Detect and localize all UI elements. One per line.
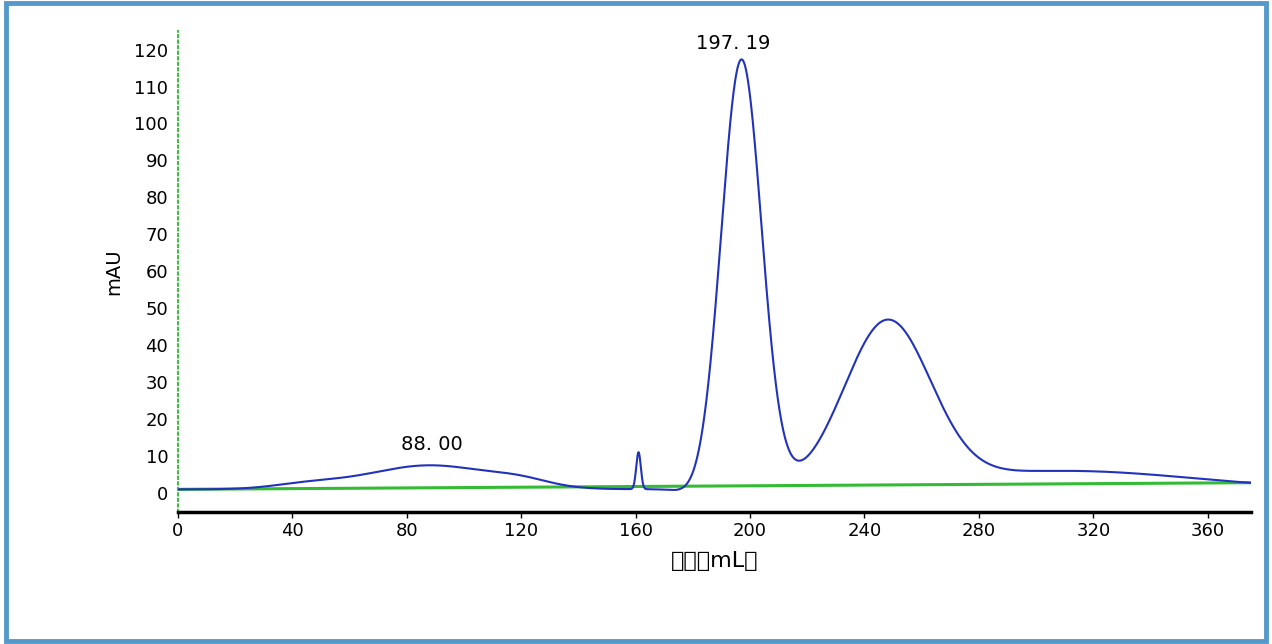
Y-axis label: mAU: mAU bbox=[104, 248, 123, 294]
Text: 197. 19: 197. 19 bbox=[696, 34, 770, 53]
Text: 88. 00: 88. 00 bbox=[401, 435, 463, 454]
X-axis label: 体积（mL）: 体积（mL） bbox=[670, 551, 758, 571]
